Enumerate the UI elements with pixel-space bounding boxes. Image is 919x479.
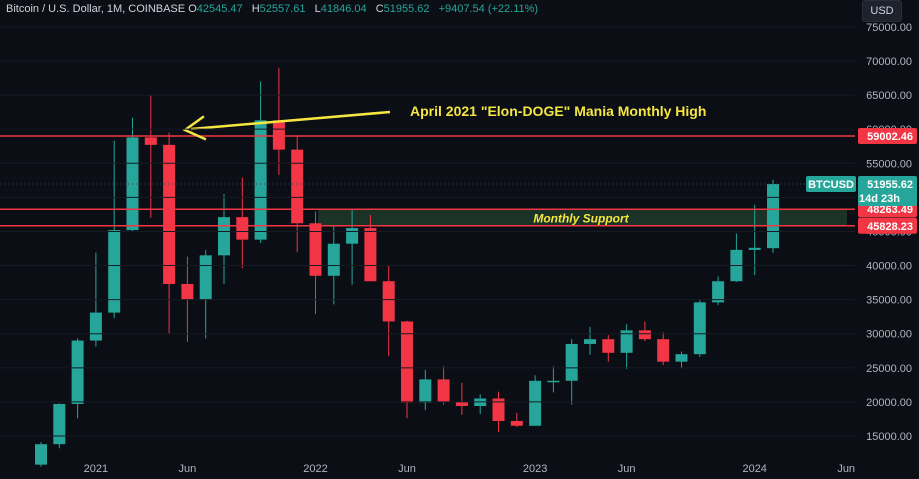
price-tick-label: 30000.00 bbox=[866, 329, 912, 341]
countdown-text: 14d 23h bbox=[859, 193, 900, 205]
candle-body bbox=[364, 228, 377, 282]
time-tick-label: 2021 bbox=[84, 463, 108, 475]
time-tick-label: 2024 bbox=[742, 463, 766, 475]
candle-body bbox=[529, 380, 542, 426]
candle-body bbox=[492, 398, 505, 421]
ticker-badge-text: BTCUSD bbox=[808, 179, 854, 191]
price-tick-label: 15000.00 bbox=[866, 431, 912, 443]
candle-body bbox=[236, 217, 249, 240]
candle-body bbox=[144, 137, 157, 145]
level-high-tag-text: 59002.46 bbox=[867, 131, 913, 143]
candle-body bbox=[767, 184, 779, 249]
support-zone-layer bbox=[318, 209, 847, 226]
candle-body bbox=[638, 330, 651, 340]
time-tick-label: 2022 bbox=[303, 463, 327, 475]
candle-body bbox=[163, 144, 176, 284]
candle-body bbox=[693, 302, 706, 355]
candle-body bbox=[327, 243, 340, 276]
support-zone bbox=[318, 209, 847, 226]
candle-body bbox=[199, 255, 212, 300]
price-tick-label: 75000.00 bbox=[866, 22, 912, 34]
price-tick-label: 65000.00 bbox=[866, 90, 912, 102]
low-value: 41846.04 bbox=[320, 3, 367, 15]
time-tick-label: Jun bbox=[179, 463, 197, 475]
candle-body bbox=[108, 230, 121, 313]
price-tick-label: 25000.00 bbox=[866, 363, 912, 375]
ohlc-legend: Bitcoin / U.S. Dollar, 1M, COINBASE O425… bbox=[6, 3, 544, 15]
candle-body bbox=[657, 339, 670, 362]
price-tick-label: 70000.00 bbox=[866, 56, 912, 68]
candle-body bbox=[675, 354, 688, 362]
candle-body bbox=[254, 120, 267, 240]
candle-body bbox=[401, 321, 413, 403]
candle-body bbox=[510, 421, 523, 426]
annotation-label: April 2021 "Elon-DOGE" Mania Monthly Hig… bbox=[410, 103, 706, 119]
open-value: 42545.47 bbox=[196, 3, 243, 15]
open-label: O bbox=[188, 3, 197, 15]
price-tick-label: 35000.00 bbox=[866, 295, 912, 307]
time-tick-label: Jun bbox=[618, 463, 636, 475]
candles-layer bbox=[35, 67, 779, 467]
candle-body bbox=[584, 339, 596, 344]
price-tick-label: 40000.00 bbox=[866, 261, 912, 273]
last-price-bg bbox=[858, 176, 917, 207]
candle-body bbox=[382, 281, 395, 322]
support-bottom-tag: 45828.23 bbox=[858, 217, 917, 234]
close-value: 51955.62 bbox=[383, 3, 430, 15]
candle-body bbox=[71, 340, 84, 404]
level-high-tag: 59002.46 bbox=[858, 127, 917, 144]
candle-body bbox=[291, 149, 304, 224]
candle-body bbox=[346, 228, 359, 244]
time-tick-label: Jun bbox=[837, 463, 855, 475]
candle-body bbox=[602, 339, 615, 353]
support-top-tag-text: 48263.49 bbox=[867, 204, 913, 216]
close-label: C bbox=[375, 3, 384, 15]
candle-body bbox=[53, 403, 66, 445]
support-bottom-tag-text: 45828.23 bbox=[867, 221, 913, 233]
candle-body bbox=[437, 379, 450, 402]
last-price-text: 51955.62 bbox=[867, 179, 913, 191]
candle-body bbox=[748, 247, 761, 250]
annotation-arrow-head bbox=[182, 115, 207, 141]
candle-body bbox=[620, 330, 633, 353]
annotation-arrow-shaft bbox=[190, 110, 391, 131]
candle-body bbox=[309, 223, 322, 276]
candle-body bbox=[218, 217, 230, 256]
price-tick-label: 55000.00 bbox=[866, 158, 912, 170]
change-value: +9407.54 (+22.11%) bbox=[438, 3, 539, 15]
time-tick-label: 2023 bbox=[523, 463, 547, 475]
annotation-layer: April 2021 "Elon-DOGE" Mania Monthly Hig… bbox=[182, 103, 706, 226]
price-tick-label: 20000.00 bbox=[866, 397, 912, 409]
candle-body bbox=[419, 379, 432, 403]
candle-body bbox=[89, 312, 102, 341]
support-zone-label: Monthly Support bbox=[533, 212, 629, 226]
symbol-title: Bitcoin / U.S. Dollar, 1M, COINBASE bbox=[6, 3, 186, 15]
last-price-tag: 51955.62 14d 23h bbox=[858, 176, 917, 207]
ticker-badge: BTCUSD bbox=[806, 176, 856, 193]
time-axis: 2021 Jun 2022 Jun 2023 Jun 2024 Jun bbox=[84, 463, 855, 475]
high-value: 52557.61 bbox=[259, 3, 306, 15]
currency-button[interactable]: USD bbox=[862, 0, 902, 22]
price-tags-layer: 59002.46 48263.49 45828.23 51955.62 14d 23h B… bbox=[806, 127, 917, 234]
support-bottom-tag-bg bbox=[858, 217, 917, 234]
candle-body bbox=[181, 283, 194, 300]
candle-body bbox=[455, 401, 468, 406]
level-high-tag-bg bbox=[858, 127, 917, 144]
high-label: H bbox=[251, 3, 260, 15]
candle-body bbox=[272, 120, 285, 150]
candle-body bbox=[565, 343, 578, 381]
candle-body bbox=[547, 380, 560, 383]
candle-body bbox=[712, 281, 725, 303]
levels-layer bbox=[0, 135, 855, 227]
ticker-badge-bg bbox=[806, 176, 856, 193]
candle-body bbox=[35, 444, 47, 465]
low-label: L bbox=[314, 3, 321, 15]
time-tick-label: Jun bbox=[398, 463, 416, 475]
